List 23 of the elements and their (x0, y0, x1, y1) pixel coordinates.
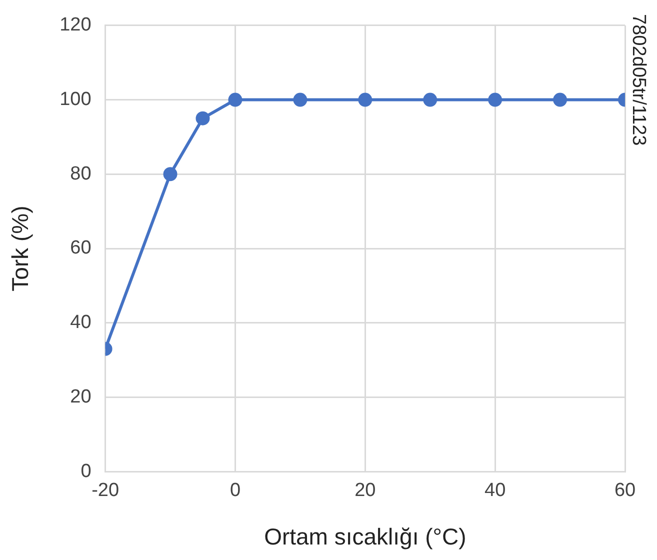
x-tick-label: 40 (484, 480, 506, 502)
text: 7802d05tr/1123 (627, 14, 649, 146)
y-axis-title: Tork (%) (7, 206, 34, 292)
x-tick-label: -20 (92, 480, 120, 502)
point (196, 111, 210, 126)
point (488, 92, 502, 107)
x-axis-title: Ortam sıcaklığı (°C) (264, 524, 466, 550)
x-tick-label: 20 (354, 480, 376, 502)
y-tick-label: 120 (60, 14, 92, 36)
y-tick-label: 40 (70, 312, 92, 334)
y-tick-label: 80 (70, 163, 92, 184)
point (293, 92, 308, 107)
y-tick-label: 0 (80, 460, 92, 482)
point (553, 92, 568, 107)
x-tick-label: 60 (614, 480, 636, 502)
point (228, 92, 242, 107)
y-tick-label: 60 (70, 238, 92, 259)
y-tick-label: 20 (70, 386, 92, 408)
x-tick-label: 0 (230, 480, 241, 502)
point (163, 167, 178, 182)
point (358, 92, 372, 107)
point (423, 92, 438, 107)
y-tick-label: 100 (60, 89, 92, 110)
